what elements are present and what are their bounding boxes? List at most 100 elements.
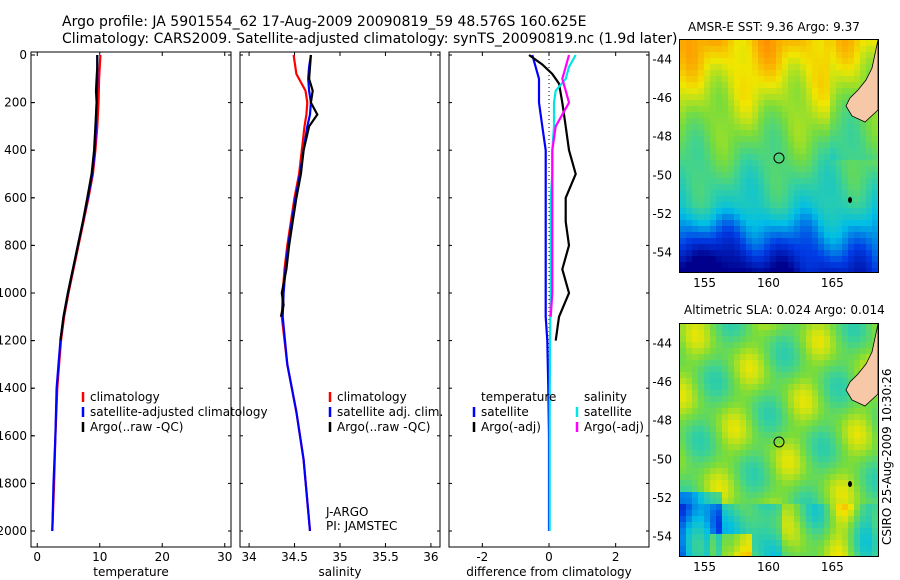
sla-cell (764, 546, 771, 553)
sst-cell (782, 166, 789, 173)
sst-cell (764, 190, 771, 197)
sla-cell (854, 426, 861, 433)
sla-cell (848, 552, 855, 556)
x-tick-label: 0 (33, 550, 41, 564)
sla-cell (782, 540, 789, 547)
argo-float-marker (773, 152, 785, 164)
sst-cell (824, 214, 831, 221)
sst-cell (842, 244, 849, 251)
sla-cell (752, 378, 759, 385)
sla-cell (848, 372, 855, 379)
sla-cell (704, 534, 711, 541)
sla-cell (836, 426, 843, 433)
sla-cell (794, 552, 801, 556)
sla-cell (788, 528, 795, 535)
sla-cell (752, 546, 759, 553)
sla-cell (818, 480, 825, 487)
sst-cell (692, 76, 699, 83)
sla-cell (770, 402, 777, 409)
sst-cell (740, 130, 747, 137)
sla-cell (818, 384, 825, 391)
sla-cell (806, 378, 813, 385)
sst-cell (842, 148, 849, 155)
sst-cell (854, 70, 861, 77)
sst-cell (716, 100, 723, 107)
sla-cell (830, 390, 837, 397)
sst-cell (728, 190, 735, 197)
sst-cell (800, 220, 807, 227)
sst-cell (824, 112, 831, 119)
sst-cell (788, 202, 795, 209)
sst-cell (872, 196, 878, 203)
sst-cell (872, 226, 878, 233)
sst-cell (686, 88, 693, 95)
sla-cell (818, 372, 825, 379)
sst-cell (818, 226, 825, 233)
sla-cell (734, 450, 741, 457)
sst-cell (806, 166, 813, 173)
sst-cell (704, 82, 711, 89)
sla-cell (806, 522, 813, 529)
x-tick-label: 0 (545, 550, 553, 564)
sst-cell (728, 202, 735, 209)
sla-cell (734, 522, 741, 529)
sst-cell (710, 172, 717, 179)
sst-cell (680, 172, 687, 179)
sla-cell (788, 540, 795, 547)
sst-cell (824, 244, 831, 251)
sla-cell (854, 480, 861, 487)
sla-cell (698, 408, 705, 415)
sla-cell (782, 510, 789, 517)
sla-cell (758, 456, 765, 463)
sst-cell (710, 232, 717, 239)
sla-cell (698, 456, 705, 463)
sst-cell (692, 238, 699, 245)
sst-cell (728, 142, 735, 149)
sst-cell (764, 148, 771, 155)
sla-cell (794, 354, 801, 361)
sla-cell (758, 492, 765, 499)
sla-cell (788, 336, 795, 343)
sla-cell (752, 342, 759, 349)
sst-cell (680, 184, 687, 191)
sla-cell (728, 468, 735, 475)
sla-cell (734, 498, 741, 505)
sla-cell (842, 336, 849, 343)
sst-cell (746, 100, 753, 107)
sst-cell (770, 52, 777, 59)
sst-cell (806, 178, 813, 185)
sla-cell (782, 330, 789, 337)
sst-cell (836, 106, 843, 113)
sla-cell (836, 444, 843, 451)
sst-cell (716, 196, 723, 203)
sst-cell (806, 148, 813, 155)
sst-cell (776, 64, 783, 71)
sst-cell (692, 148, 699, 155)
sst-cell (818, 190, 825, 197)
sla-cell (770, 360, 777, 367)
sla-cell (686, 462, 693, 469)
sla-cell (806, 498, 813, 505)
sst-cell (860, 202, 867, 209)
sla-cell (800, 360, 807, 367)
sst-cell (698, 166, 705, 173)
sst-cell (818, 94, 825, 101)
sla-cell (848, 504, 855, 511)
sla-cell (752, 456, 759, 463)
sst-cell (758, 82, 765, 89)
sla-cell (692, 402, 699, 409)
sla-cell (812, 354, 819, 361)
sla-cell (788, 402, 795, 409)
sla-cell (770, 378, 777, 385)
sla-cell (866, 426, 873, 433)
sla-cell (710, 522, 717, 529)
sla-cell (734, 390, 741, 397)
sla-cell (692, 336, 699, 343)
sst-cell (716, 172, 723, 179)
sla-cell (788, 498, 795, 505)
sst-cell (800, 172, 807, 179)
sla-cell (782, 456, 789, 463)
sst-cell (860, 166, 867, 173)
sst-cell (836, 142, 843, 149)
sst-cell (794, 160, 801, 167)
